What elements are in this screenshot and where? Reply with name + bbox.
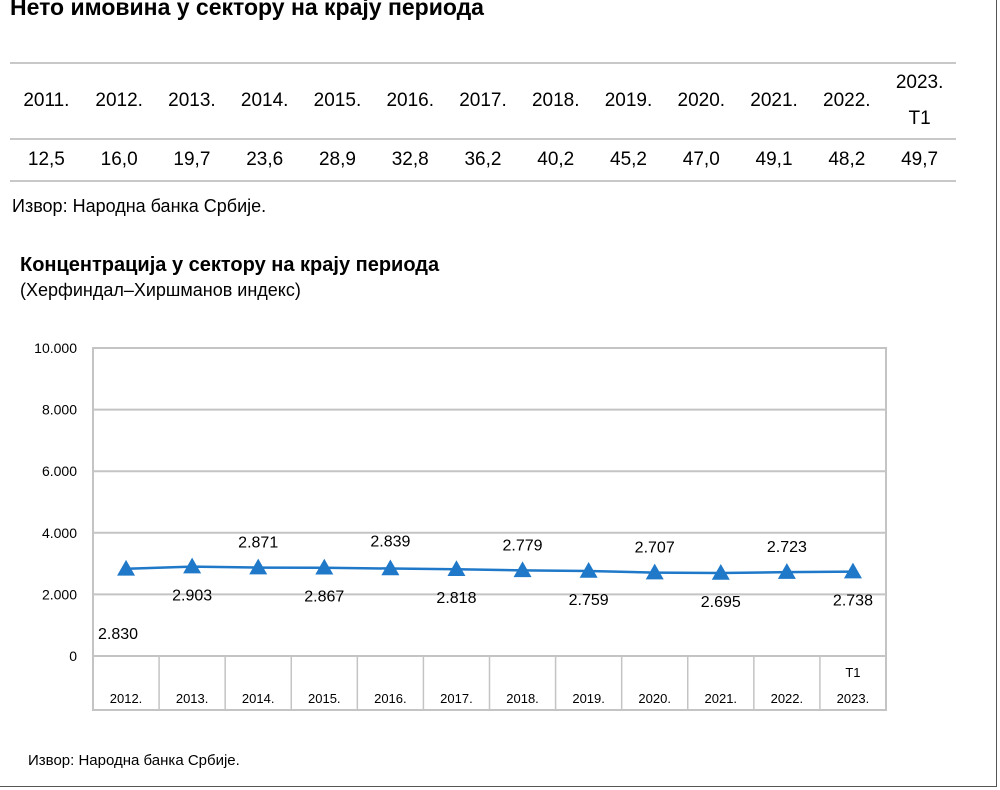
- y-tick-label: 4.000: [42, 525, 77, 541]
- data-point-marker: [117, 559, 136, 576]
- hhi-line-chart: 0 2.000 4.000 6.000 8.000 10.000 2012. 2013. 201…: [34, 340, 887, 711]
- table-value-cell: 28,9: [301, 139, 374, 182]
- y-tick-label: 0: [69, 648, 77, 664]
- data-point-marker: [249, 558, 268, 575]
- data-point-marker: [381, 559, 400, 576]
- x-tick-label: 2017.: [440, 691, 473, 706]
- table-value-cell: 19,7: [155, 139, 229, 182]
- table-value-cell: 40,2: [519, 139, 593, 182]
- data-label: 2.779: [503, 537, 543, 554]
- table-header-cell: 2014.: [228, 62, 302, 140]
- data-point-marker: [447, 560, 466, 576]
- table-header-cell: 2019.: [592, 62, 665, 140]
- data-label: 2.839: [370, 534, 410, 551]
- table-header-cell: 2023. Т1: [883, 62, 956, 140]
- table-header-cell: 2020.: [664, 62, 738, 140]
- data-point-marker: [579, 562, 598, 578]
- data-label: 2.695: [701, 594, 741, 611]
- table-header-cell: 2017.: [446, 62, 520, 140]
- x-tick-label: 2015.: [308, 691, 341, 706]
- x-tick-label: 2018.: [506, 691, 539, 706]
- data-point-marker: [843, 562, 862, 579]
- data-label: 2.759: [569, 592, 609, 609]
- table-value-cell: 49,1: [737, 139, 811, 182]
- table-header-cell: 2018.: [519, 62, 593, 140]
- x-tick-label: 2016.: [374, 691, 407, 706]
- data-label: 2.738: [833, 593, 873, 610]
- data-point-marker: [645, 563, 664, 580]
- net-assets-table: 2011. 2012. 2013. 2014. 2015. 2016. 2017. 2018.…: [10, 62, 956, 182]
- table-header-cell: 2011.: [10, 62, 83, 140]
- y-tick-label: 2.000: [42, 586, 77, 602]
- table-value-cell: 23,6: [228, 139, 302, 182]
- table-header-cell: 2021.: [737, 62, 811, 140]
- data-label: 2.903: [172, 588, 212, 605]
- table-header-cell: 2016.: [373, 62, 447, 140]
- data-label: 2.830: [98, 626, 138, 643]
- y-tick-label: 6.000: [42, 463, 77, 479]
- table-value-cell: 45,2: [592, 139, 665, 182]
- table-value-cell: 49,7: [883, 139, 956, 182]
- table-value-cell: 32,8: [373, 139, 447, 182]
- x-tick-label: 2021.: [705, 691, 738, 706]
- table-value-cell: 16,0: [82, 139, 156, 182]
- data-label: 2.818: [436, 590, 476, 607]
- y-tick-label: 10.000: [34, 340, 77, 356]
- table-values-row: 12,5 16,0 19,7 23,6 28,9 32,8 36,2 40,2 45,2 47,0…: [10, 139, 956, 182]
- data-point-marker: [777, 563, 796, 579]
- chart-title: Концентрација у сектору на крају периода: [20, 254, 440, 276]
- x-tick-label: 2013.: [176, 691, 209, 706]
- table-value-cell: 36,2: [446, 139, 520, 182]
- table-header-cell: 2013.: [155, 62, 229, 140]
- table-value-cell: 47,0: [664, 139, 738, 182]
- data-label: 2.867: [304, 589, 344, 606]
- x-tick-label: Т1 2023.: [837, 665, 870, 706]
- data-label: 2.707: [635, 540, 675, 557]
- table-header-row: 2011. 2012. 2013. 2014. 2015. 2016. 2017. 2018.…: [10, 62, 956, 140]
- data-point-marker: [513, 561, 532, 578]
- x-tick-label: 2019.: [572, 691, 605, 706]
- table-title: Нето имовина у сектору на крају периода: [10, 0, 484, 20]
- chart-source: Извор: Народна банка Србије.: [28, 752, 240, 769]
- table-header-cell: 2015.: [301, 62, 374, 140]
- y-tick-label: 8.000: [42, 402, 77, 418]
- data-point-marker: [315, 558, 334, 575]
- x-tick-label: 2022.: [771, 691, 804, 706]
- data-label: 2.723: [767, 539, 807, 556]
- table-header-cell: 2012.: [82, 62, 156, 140]
- table-header-cell: 2022.: [810, 62, 884, 140]
- x-tick-label: 2020.: [638, 691, 671, 706]
- series-line: [125, 565, 853, 575]
- table-value-cell: 48,2: [810, 139, 884, 182]
- data-point-marker: [183, 557, 202, 574]
- x-tick-label: 2014.: [242, 691, 275, 706]
- data-point-marker: [711, 563, 730, 580]
- table-value-cell: 12,5: [10, 139, 83, 182]
- data-label: 2.871: [238, 535, 278, 552]
- chart-subtitle: (Херфиндал–Хиршманов индекс): [20, 280, 301, 300]
- x-tick-label: 2012.: [110, 691, 143, 706]
- table-source: Извор: Народна банка Србије.: [12, 196, 267, 216]
